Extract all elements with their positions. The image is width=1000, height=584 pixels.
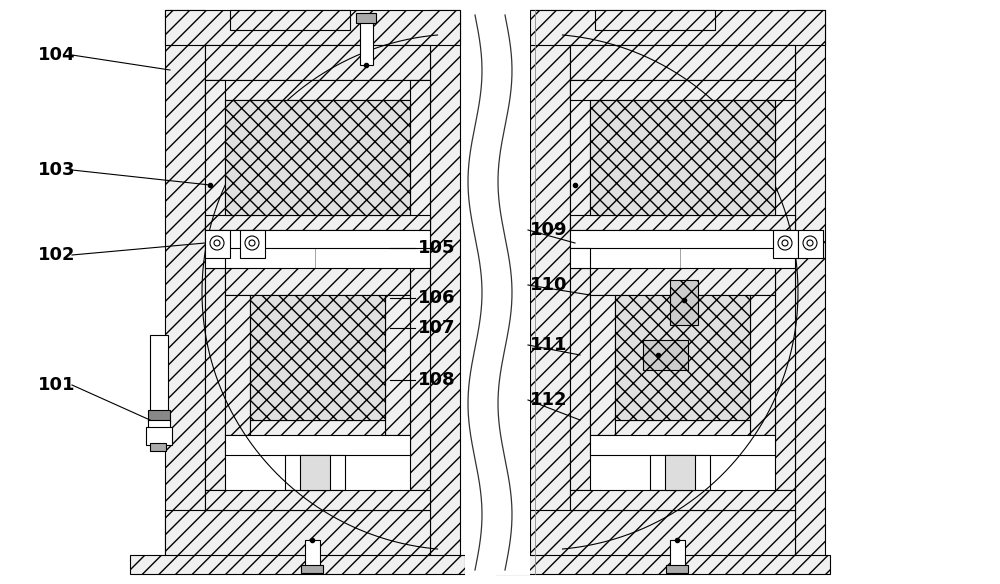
Bar (148, 410, 170, 422)
Bar (775, 80, 795, 230)
Bar (225, 295, 250, 435)
Bar (775, 268, 795, 490)
Bar (670, 540, 685, 570)
Bar (530, 510, 795, 560)
Text: 108: 108 (418, 371, 456, 389)
Bar (305, 540, 320, 570)
Text: 102: 102 (38, 246, 76, 264)
Bar (650, 455, 710, 490)
Bar (148, 420, 170, 428)
Bar (410, 268, 430, 490)
Bar (150, 443, 166, 451)
Text: 103: 103 (38, 161, 76, 179)
Circle shape (249, 240, 255, 246)
Bar (570, 80, 590, 230)
Bar (385, 295, 410, 435)
Text: 105: 105 (418, 239, 456, 257)
Circle shape (803, 236, 817, 250)
Circle shape (210, 236, 224, 250)
Bar (570, 80, 795, 100)
Bar (250, 420, 385, 440)
Bar (225, 268, 410, 295)
Bar (795, 10, 825, 570)
Text: 104: 104 (38, 46, 76, 64)
Bar (665, 455, 695, 490)
Bar (590, 295, 615, 435)
Bar (146, 427, 172, 445)
Text: 111: 111 (530, 336, 568, 354)
Bar (150, 335, 168, 415)
Bar (570, 490, 795, 510)
Bar (595, 10, 715, 30)
Bar (570, 268, 590, 490)
Bar (205, 490, 430, 510)
Bar (590, 100, 775, 215)
Bar (570, 45, 795, 80)
Bar (360, 13, 373, 65)
Bar (530, 10, 570, 570)
Text: 107: 107 (418, 319, 456, 337)
Bar (773, 230, 798, 258)
Bar (615, 420, 750, 440)
Bar (230, 10, 350, 30)
Bar (465, 10, 530, 575)
Bar (570, 248, 590, 268)
Bar (590, 268, 775, 295)
Bar (205, 248, 225, 268)
Bar (530, 10, 825, 45)
Bar (205, 230, 230, 258)
Bar (165, 510, 430, 560)
Bar (430, 10, 460, 570)
Bar (495, 555, 830, 574)
Bar (301, 565, 323, 573)
Circle shape (778, 236, 792, 250)
Circle shape (245, 236, 259, 250)
Bar (798, 230, 823, 258)
Bar (570, 215, 795, 230)
Bar (410, 80, 430, 230)
Bar (643, 340, 688, 370)
Bar (205, 45, 430, 80)
Circle shape (214, 240, 220, 246)
Bar (250, 295, 385, 420)
Bar (750, 295, 775, 435)
Bar (225, 435, 410, 455)
Bar (205, 80, 225, 230)
Bar (240, 230, 265, 258)
Bar (590, 435, 775, 455)
Bar (205, 230, 430, 248)
Bar (165, 10, 460, 45)
Text: 109: 109 (530, 221, 568, 239)
Bar (225, 100, 410, 215)
Text: 110: 110 (530, 276, 568, 294)
Bar (300, 455, 330, 490)
Text: 112: 112 (530, 391, 568, 409)
Circle shape (782, 240, 788, 246)
Bar (205, 215, 430, 230)
Bar (285, 455, 345, 490)
Bar (205, 80, 430, 100)
Bar (356, 13, 376, 23)
Bar (670, 280, 698, 325)
Bar (570, 230, 795, 248)
Circle shape (807, 240, 813, 246)
Text: 106: 106 (418, 289, 456, 307)
Bar (205, 268, 225, 490)
Text: 101: 101 (38, 376, 76, 394)
Bar (666, 565, 688, 573)
Bar (165, 10, 205, 570)
Bar (615, 295, 750, 420)
Bar (130, 555, 465, 574)
